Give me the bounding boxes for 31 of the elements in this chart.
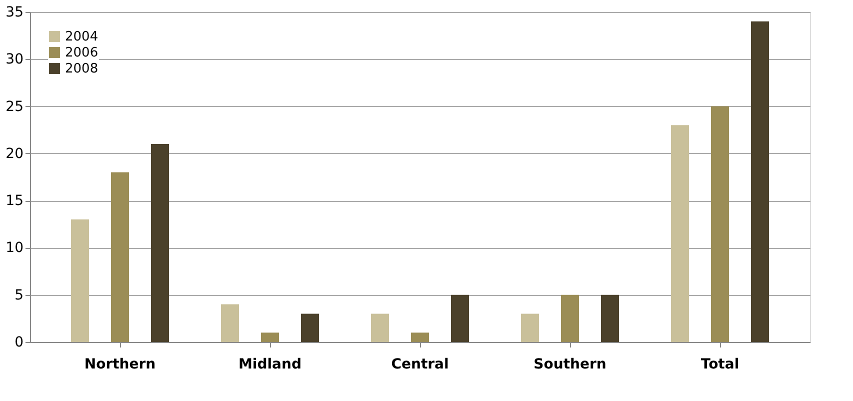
legend-label: 2008 — [65, 62, 98, 76]
bar — [151, 144, 169, 342]
bar — [261, 332, 279, 342]
bar — [111, 172, 129, 342]
bar — [671, 125, 689, 342]
bar — [751, 21, 769, 342]
bar — [301, 314, 319, 342]
legend-label: 2006 — [65, 46, 98, 60]
y-tick-label: 0 — [14, 334, 24, 350]
x-tick-label: Southern — [534, 356, 606, 372]
x-tick-label: Central — [391, 356, 449, 372]
bar — [601, 294, 619, 342]
y-tick-label: 10 — [6, 240, 24, 256]
y-tick-label: 20 — [6, 146, 24, 162]
bar — [561, 294, 579, 342]
y-tick-label: 35 — [6, 4, 24, 20]
bar — [711, 106, 729, 342]
y-tick-label: 15 — [6, 193, 24, 210]
bar — [521, 314, 539, 342]
y-tick-label: 30 — [6, 52, 24, 68]
bar — [371, 314, 389, 342]
bar — [71, 219, 89, 342]
y-tick-label: 5 — [14, 287, 24, 304]
legend-label: 2004 — [65, 30, 98, 44]
bar — [411, 332, 429, 342]
y-tick-label: 25 — [6, 98, 24, 115]
x-tick-label: Northern — [84, 356, 156, 372]
bar — [221, 304, 239, 342]
x-tick-label: Midland — [238, 356, 302, 372]
bar — [451, 294, 469, 342]
x-tick-label: Total — [700, 356, 740, 372]
